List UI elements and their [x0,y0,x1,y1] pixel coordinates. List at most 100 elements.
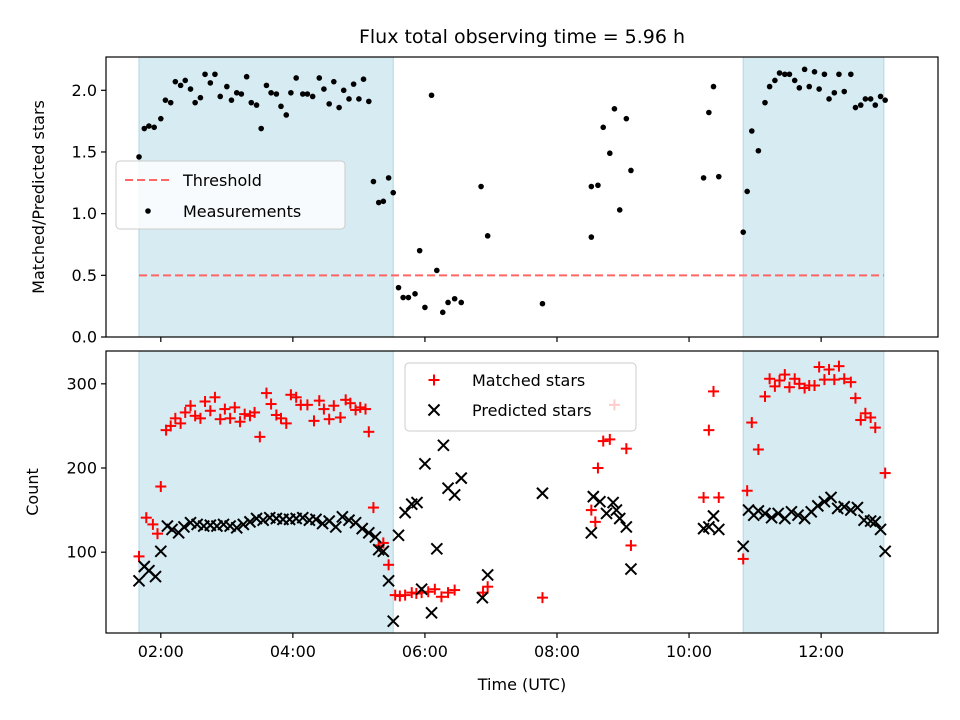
legend-plus-marker [428,374,440,386]
measurement-point [304,91,311,97]
matched-star-point [482,581,494,593]
matched-star-point [383,559,395,571]
matched-star-point [301,399,313,411]
matched-star-point [152,528,164,540]
measurement-point [821,71,828,78]
measurement-point [346,96,352,102]
measurement-point [385,175,392,181]
matched-star-point [323,413,335,425]
measurement-point [224,83,230,90]
matched-star-point [224,412,236,424]
matched-star-point [185,400,197,412]
measurement-point [182,77,189,84]
predicted-star-point [869,515,882,529]
bottom-y-tick-label: 100 [66,543,97,562]
matched-star-point [354,401,366,413]
matched-star-point [328,400,340,412]
measurement-point [253,102,260,108]
matched-star-point [194,412,206,424]
bottom-legend: Matched stars Predicted stars [404,362,637,432]
matched-star-point [313,395,325,407]
measurement-point [172,78,179,85]
legend-predicted-label: Predicted stars [472,401,592,420]
predicted-star-point [851,501,864,514]
measurement-point [806,83,813,90]
matched-stars-points [133,360,891,604]
measurement-point [710,83,717,90]
measurement-point [293,75,299,81]
measurement-point [848,71,854,78]
matched-star-point [435,591,447,603]
predicted-star-point [256,513,270,527]
matched-star-point [764,373,776,385]
predicted-star-point [758,507,772,520]
measurement-point [356,96,362,102]
matched-star-point [823,364,835,376]
predicted-stars-points [132,439,892,628]
measurement-point [248,99,255,106]
measurement-point [238,91,245,97]
top-panel: 0.00.51.01.52.0 Matched/Predicted stars … [29,56,939,347]
measurement-point [862,96,869,102]
matched-star-point [234,416,246,428]
measurement-point [428,92,435,99]
measurement-point [872,102,879,108]
matched-star-point [741,485,753,497]
measurement-point [167,99,174,106]
measurement-point [740,229,747,235]
measurement-point [588,183,595,190]
predicted-star-point [296,511,309,524]
bottom-y-ticks: 100 200 300 [66,374,106,562]
legend-matched-label: Matched stars [472,371,585,390]
predicted-star-point [536,487,549,500]
top-x-ticks [160,337,822,342]
matched-star-point [280,417,292,429]
matched-star-point [175,417,187,429]
predicted-star-point [230,521,243,534]
predicted-star-point [600,507,613,520]
measurement-point [791,77,798,84]
predicted-star-point [362,526,376,540]
predicted-star-point [707,509,720,523]
top-legend-box [115,160,346,230]
matched-star-point [254,431,266,443]
matched-star-point [585,504,597,516]
measurement-point [197,94,204,101]
measurement-point [162,97,169,103]
predicted-star-point [476,591,489,604]
predicted-star-point [392,529,405,542]
predicted-star-point [237,518,250,531]
measurement-point [366,98,372,105]
matched-star-point [140,512,152,524]
measurement-point [439,309,446,316]
matched-star-point [879,467,891,479]
measurement-point [212,71,218,78]
measurement-point [744,188,750,195]
measurement-point [141,125,148,132]
matched-star-point [828,374,840,386]
measurement-point [395,284,402,291]
predicted-star-point [243,515,257,529]
measurement-point [228,97,235,103]
measurement-point [177,82,184,89]
measurement-point [616,207,623,213]
x-tick-label: 06:00 [402,642,448,661]
legend-measurements-swatch [145,208,151,214]
matched-star-point [759,390,771,402]
measurement-point [857,102,864,108]
predicted-star-point [844,503,858,517]
top-y-tick-label: 2.0 [72,81,97,100]
predicted-star-point [165,523,179,536]
legend-cross-marker [427,403,441,417]
measurement-point [715,173,722,180]
x-tick-label: 10:00 [666,642,712,661]
measurement-point [288,89,294,96]
measurement-point [628,167,634,174]
measurement-point [755,147,762,154]
predicted-star-point [177,520,191,534]
measurement-point [484,233,491,239]
matched-star-point [737,553,749,565]
matched-star-point [809,380,821,392]
measurement-point [326,101,332,107]
measurement-point [776,70,783,76]
